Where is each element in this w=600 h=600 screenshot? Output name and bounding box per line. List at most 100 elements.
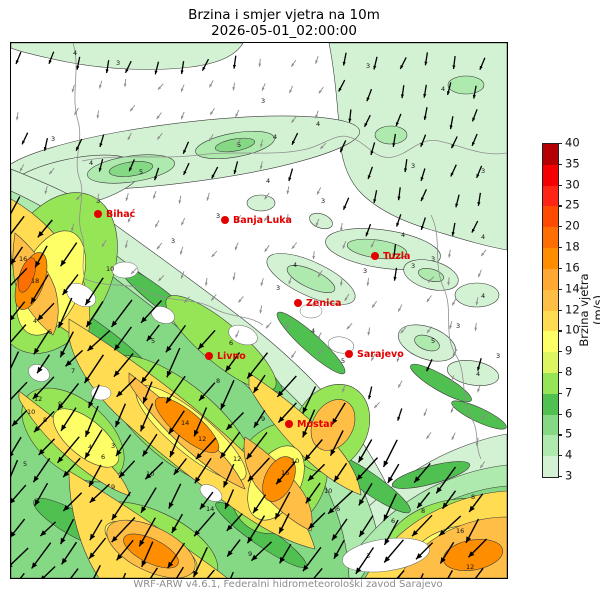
wind-arrow-head [312, 303, 316, 307]
colorbar-tick [558, 434, 562, 436]
wind-arrow [149, 567, 158, 578]
colorbar-segment [543, 331, 558, 353]
wind-arrow-head [426, 298, 430, 302]
city-label: Bihać [106, 209, 136, 220]
contour-label: 4 [73, 49, 77, 57]
contour-label: 3 [411, 262, 415, 270]
wind-arrow-head [71, 227, 74, 232]
wind-arrow-head [141, 560, 147, 567]
country-border-lines [72, 43, 507, 460]
wind-arrow-head [276, 478, 282, 485]
city-marker [294, 299, 302, 307]
wind-arrow-head [101, 243, 105, 247]
wind-arrow-head [198, 342, 205, 350]
wind-arrow-head [146, 335, 153, 342]
colorbar-tick-label: 16 [565, 260, 580, 275]
wind-arrow-head [373, 65, 377, 70]
contour-label: 3 [496, 352, 500, 360]
colorbar-tick [558, 267, 562, 270]
wind-arrow-head [423, 412, 427, 417]
wind-arrow-head [387, 476, 394, 483]
wind-arrow [313, 567, 323, 578]
wind-arrow [93, 564, 101, 578]
wind-arrow-head [452, 352, 456, 356]
wind-arrow-head [449, 325, 452, 329]
wind-arrow-head [305, 496, 312, 504]
contour-label: 5 [341, 357, 345, 365]
city-label: Mostar [297, 419, 335, 430]
wind-arrow-head [371, 357, 374, 361]
contour-label: 10 [106, 265, 114, 273]
wind-arrow-head [181, 115, 184, 120]
colorbar-segment [543, 310, 558, 332]
wind-arrow-head [48, 59, 52, 64]
colorbar-tick [558, 476, 562, 478]
wind-arrow [11, 436, 22, 456]
wind-arrow-head [232, 64, 237, 69]
contour-label: 5 [23, 460, 27, 468]
contour-label: 6 [391, 517, 395, 525]
colorbar-tick [558, 455, 562, 457]
wind-arrow-head [302, 407, 308, 414]
contour-label: 4 [316, 120, 320, 128]
wind-arrow-head [89, 533, 96, 541]
wind-arrow-head [247, 475, 254, 482]
wind-arrow-head [63, 505, 70, 511]
contour-label: 9 [58, 400, 62, 408]
wind-arrow-head [264, 195, 268, 200]
wind-arrow-head [477, 202, 481, 206]
contour-label: 3 [261, 97, 265, 105]
wind-arrow-head [113, 370, 120, 377]
wind-arrow-head [235, 113, 239, 118]
wind-arrow-head [168, 427, 175, 435]
colorbar-segment [543, 435, 558, 457]
wind-arrow-head [397, 416, 401, 421]
wind-arrow-head [236, 141, 240, 146]
wind-arrow-head [474, 327, 478, 331]
wind-arrow-head [384, 538, 390, 545]
wind-arrow-head [167, 561, 174, 568]
wind-arrow-head [111, 536, 118, 543]
title-timestamp: 2026-05-01_02:00:00 [211, 23, 357, 39]
wind-arrow-head [84, 376, 90, 384]
wind-arrow-head [371, 244, 374, 248]
wind-arrow-head [395, 122, 399, 126]
wind-arrow-head [31, 562, 38, 569]
colorbar-tick [558, 351, 562, 353]
wind-arrow-head [165, 346, 172, 353]
wind-arrow-head [85, 430, 91, 437]
colorbar-segment [543, 393, 558, 415]
wind-arrow-head [119, 471, 125, 478]
contour-label: 4 [89, 159, 93, 167]
wind-arrow-head [128, 218, 131, 223]
wind-arrow-head [98, 167, 102, 172]
wind-arrow-head [139, 539, 145, 547]
wind-arrow-head [141, 316, 147, 323]
wind-arrow-head [71, 88, 75, 93]
wind-arrow-head [34, 426, 41, 433]
wind-arrow [420, 573, 424, 578]
colorbar-tick [558, 247, 562, 249]
map-canvas: 3434554343433434343343534343331210895463… [10, 42, 508, 579]
wind-arrow-head [247, 536, 253, 544]
wind-arrow-head [194, 530, 200, 537]
city-label: Livno [217, 351, 246, 362]
wind-arrow-head [332, 534, 338, 541]
wind-arrow-head [253, 386, 259, 393]
wind-arrow-head [469, 505, 475, 512]
colorbar-tick [558, 309, 562, 311]
wind-arrow-head [264, 248, 268, 252]
contour-label: 3 [216, 212, 220, 220]
wind-arrow-head [145, 473, 152, 480]
wind-arrow-head [279, 556, 285, 564]
wind-arrow-head [210, 111, 214, 115]
wind-arrow-head [35, 261, 41, 268]
wind-arrow-head [251, 554, 258, 561]
wind-arrow-head [76, 146, 80, 151]
wind-arrow-head [367, 331, 371, 336]
wind-arrow-head [426, 367, 430, 372]
wind-speed-contour-fills [11, 43, 507, 578]
wind-arrow-head [383, 460, 389, 467]
colorbar-tick-label: 7 [565, 385, 573, 400]
wind-arrow-head [455, 203, 459, 208]
